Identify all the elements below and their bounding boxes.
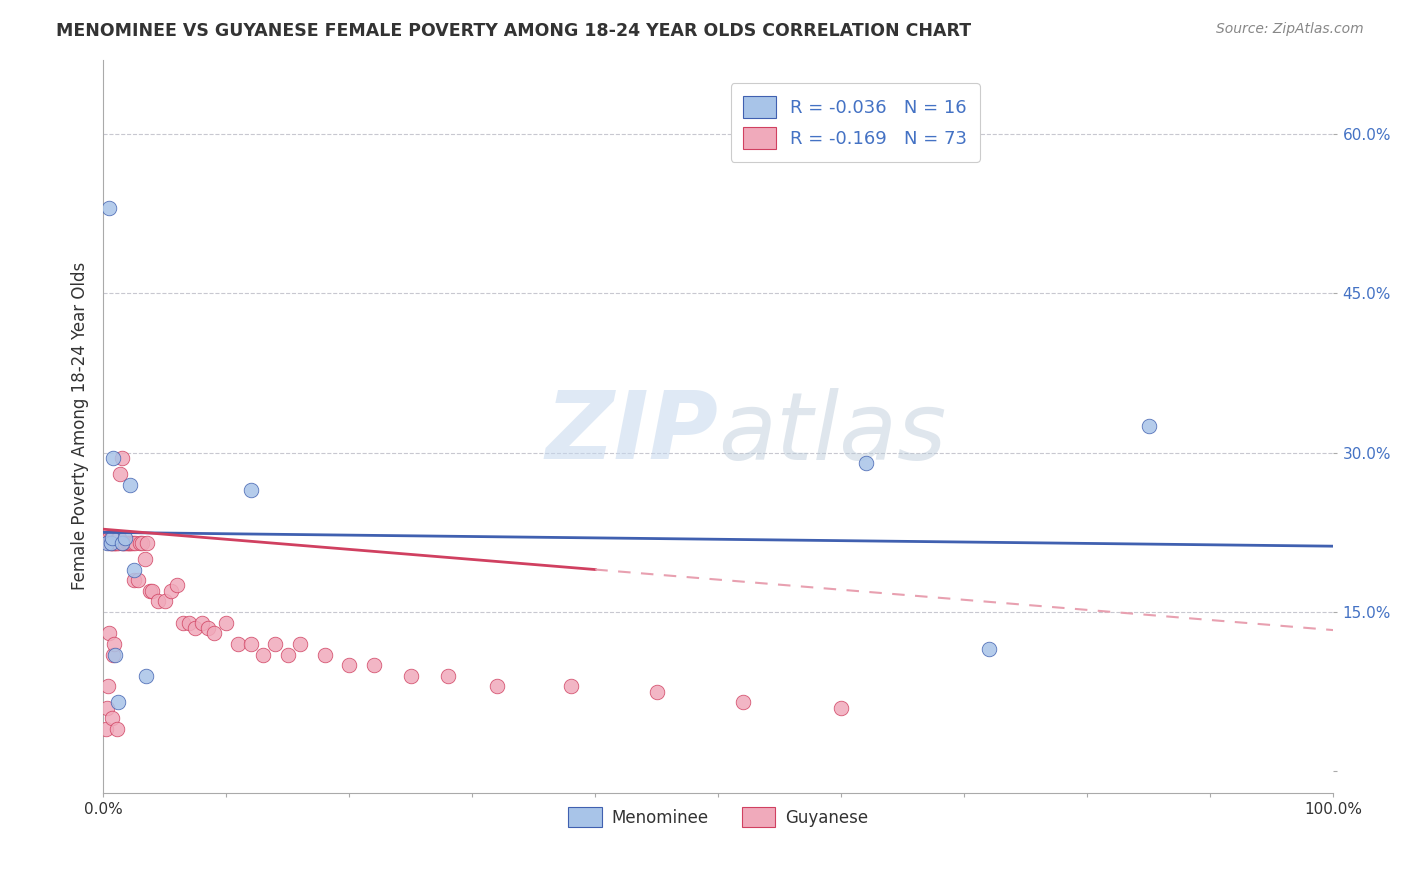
Point <box>105 722 128 736</box>
Point <box>103 637 125 651</box>
Point <box>131 536 153 550</box>
Point <box>179 615 201 630</box>
Point <box>120 536 142 550</box>
Point <box>337 658 360 673</box>
Point <box>153 594 176 608</box>
Point <box>96 531 118 545</box>
Point <box>96 700 118 714</box>
Point <box>100 531 122 545</box>
Point <box>110 536 132 550</box>
Point <box>98 536 121 550</box>
Point <box>108 531 131 545</box>
Point <box>228 637 250 651</box>
Point <box>114 536 136 550</box>
Point <box>107 536 129 550</box>
Point <box>114 531 136 545</box>
Point <box>117 536 139 550</box>
Point <box>560 680 582 694</box>
Point <box>134 552 156 566</box>
Point <box>96 536 118 550</box>
Point <box>122 563 145 577</box>
Point <box>120 536 142 550</box>
Point <box>107 531 129 545</box>
Point <box>148 594 170 608</box>
Point <box>120 477 142 491</box>
Point <box>1137 419 1160 434</box>
Point <box>731 695 754 709</box>
Point <box>100 536 122 550</box>
Point <box>399 669 422 683</box>
Point <box>485 680 508 694</box>
Point <box>159 583 181 598</box>
Point <box>110 467 132 481</box>
Point <box>101 648 124 662</box>
Point <box>104 536 127 550</box>
Point <box>139 583 162 598</box>
Point <box>122 573 145 587</box>
Point <box>101 450 124 465</box>
Point <box>98 626 121 640</box>
Text: MENOMINEE VS GUYANESE FEMALE POVERTY AMONG 18-24 YEAR OLDS CORRELATION CHART: MENOMINEE VS GUYANESE FEMALE POVERTY AMO… <box>56 22 972 40</box>
Point <box>135 669 157 683</box>
Point <box>190 615 212 630</box>
Point <box>215 615 238 630</box>
Point <box>239 637 262 651</box>
Point <box>112 536 135 550</box>
Point <box>97 531 120 545</box>
Point <box>127 573 149 587</box>
Point <box>288 637 311 651</box>
Point <box>141 583 163 598</box>
Point <box>111 536 134 550</box>
Point <box>855 456 877 470</box>
Point <box>202 626 225 640</box>
Point <box>97 680 120 694</box>
Point <box>115 536 138 550</box>
Point <box>100 536 122 550</box>
Text: Source: ZipAtlas.com: Source: ZipAtlas.com <box>1216 22 1364 37</box>
Point <box>830 700 852 714</box>
Point <box>100 536 122 550</box>
Point <box>184 621 207 635</box>
Point <box>100 531 122 545</box>
Text: atlas: atlas <box>718 388 946 479</box>
Point <box>104 536 127 550</box>
Legend: Menominee, Guyanese: Menominee, Guyanese <box>560 798 877 836</box>
Point <box>252 648 274 662</box>
Point <box>103 536 125 550</box>
Point <box>239 483 262 497</box>
Point <box>118 536 141 550</box>
Point <box>94 722 117 736</box>
Point <box>264 637 287 651</box>
Point <box>100 711 122 725</box>
Point <box>197 621 219 635</box>
Point <box>124 536 146 550</box>
Point <box>172 615 194 630</box>
Point <box>977 642 1000 657</box>
Point <box>104 648 127 662</box>
Point <box>105 536 128 550</box>
Point <box>436 669 458 683</box>
Point <box>98 202 121 216</box>
Point <box>100 536 122 550</box>
Point <box>110 450 132 465</box>
Point <box>129 536 152 550</box>
Point <box>277 648 299 662</box>
Point <box>107 695 129 709</box>
Y-axis label: Female Poverty Among 18-24 Year Olds: Female Poverty Among 18-24 Year Olds <box>72 262 89 591</box>
Point <box>136 536 159 550</box>
Point <box>645 684 668 698</box>
Text: ZIP: ZIP <box>546 387 718 480</box>
Point <box>101 531 124 545</box>
Point <box>363 658 385 673</box>
Point <box>121 536 143 550</box>
Point <box>166 578 188 592</box>
Point <box>108 531 131 545</box>
Point <box>314 648 336 662</box>
Point <box>110 536 132 550</box>
Point <box>98 531 121 545</box>
